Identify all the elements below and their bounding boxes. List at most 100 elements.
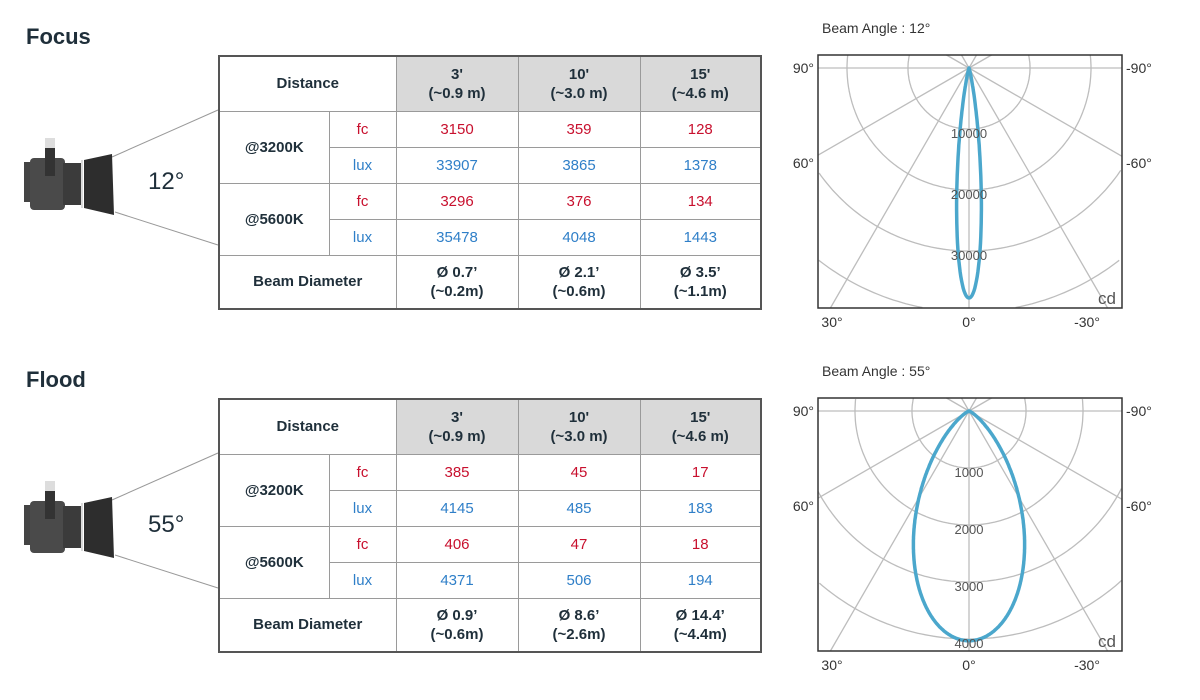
grid-radial <box>968 410 1123 500</box>
header-line: (~3.0 m) <box>550 427 608 445</box>
color-temp-label: @5600K <box>218 525 330 599</box>
angle-label: -30° <box>1074 657 1100 673</box>
fc-value: 3150 <box>395 110 519 148</box>
light-fixture-icon <box>24 109 219 246</box>
grid-radial <box>968 67 1123 157</box>
beam-diameter-ft: Ø 0.9’ <box>436 606 478 624</box>
beam-diameter-m: (~4.4m) <box>673 625 727 643</box>
fc-value: 128 <box>639 110 762 148</box>
grid-radial <box>968 397 992 412</box>
angle-label: 90° <box>793 60 814 76</box>
light-fixture-icon <box>24 452 219 589</box>
grid-ring <box>907 55 1031 130</box>
section-title: Flood <box>26 367 86 392</box>
chart-frame <box>817 397 1123 652</box>
unit-label: cd <box>1098 289 1116 308</box>
polar-chart-title: Beam Angle : 55° <box>822 363 931 379</box>
beam-line <box>114 211 219 246</box>
distance-column-header: 10' (~3.0 m) <box>517 398 641 455</box>
lux-value: 183 <box>639 489 762 527</box>
lux-value: 194 <box>639 561 762 599</box>
chart-frame <box>817 54 1123 309</box>
grid-ring <box>818 259 1120 309</box>
beam-diameter-ft: Ø 8.6’ <box>558 606 600 624</box>
beam-diameter-value: Ø 2.1’ (~0.6m) <box>517 254 641 310</box>
grid-radial <box>829 410 970 652</box>
polar-chart: 10000 20000 30000 cd 90° 60° 30° 0° -30° -60° -90° <box>793 54 1152 330</box>
beam-angle-label: 55° <box>148 511 185 538</box>
grid-radial <box>946 54 970 69</box>
fc-unit-label: fc <box>328 110 397 148</box>
polar-chart: 1000 2000 3000 4000 cd 90° 60° 30° 0° -30° -60° -90… <box>793 397 1152 673</box>
angle-label: 90° <box>793 403 814 419</box>
color-temp-label: @3200K <box>218 453 330 527</box>
header-line: 15' <box>690 65 711 83</box>
grid-ring <box>854 399 1084 526</box>
beam-diameter-row: Beam Diameter Ø 0.7’ (~0.2m) Ø 2.1’ (~0.6m) Ø… <box>218 254 762 310</box>
table-row: lux 33907 3865 1378 <box>219 146 762 184</box>
table-row: @3200K fc 385 45 17 <box>218 453 762 527</box>
fc-value: 3296 <box>395 182 519 220</box>
table-row: lux 35478 4048 1443 <box>219 218 762 256</box>
table-row: lux 4371 506 194 <box>219 561 762 599</box>
beam-diameter-value: Ø 0.7’ (~0.2m) <box>395 254 519 310</box>
lux-unit-label: lux <box>328 146 397 184</box>
header-line: (~3.0 m) <box>550 84 608 102</box>
distance-column-header: 15' (~4.6 m) <box>639 398 762 455</box>
angle-label: -60° <box>1126 498 1152 514</box>
table-row: lux 4145 485 183 <box>219 489 762 527</box>
lux-value: 485 <box>517 489 641 527</box>
angle-label: 0° <box>962 657 975 673</box>
header-row: Distance 3' (~0.9 m) 10' (~3.0 m) 15' (~4.6 m) <box>218 55 762 112</box>
angle-label: 60° <box>793 498 814 514</box>
beam-diameter-ft: Ø 3.5’ <box>679 263 721 281</box>
distance-column-header: 15' (~4.6 m) <box>639 55 762 112</box>
angle-label: -60° <box>1126 155 1152 171</box>
beam-diameter-row: Beam Diameter Ø 0.9’ (~0.6m) Ø 8.6’ (~2.6m) Ø… <box>218 597 762 653</box>
grid-radial <box>968 67 1109 309</box>
unit-label: cd <box>1098 632 1116 651</box>
lux-unit-label: lux <box>328 218 397 256</box>
header-line: (~4.6 m) <box>671 427 729 445</box>
fc-value: 385 <box>395 453 519 491</box>
ring-label: 1000 <box>955 465 984 480</box>
beam-diameter-value: Ø 8.6’ (~2.6m) <box>517 597 641 653</box>
angle-label: -90° <box>1126 60 1152 76</box>
grid-ring <box>817 488 1122 583</box>
beam-diameter-m: (~0.2m) <box>430 282 484 300</box>
beam-diameter-value: Ø 14.4’ (~4.4m) <box>639 597 762 653</box>
header-line: 10' <box>568 408 590 426</box>
fc-value: 376 <box>517 182 641 220</box>
beam-angle-label: 12° <box>148 168 185 195</box>
fc-unit-label: fc <box>328 453 397 491</box>
angle-label: 30° <box>821 314 842 330</box>
lux-unit-label: lux <box>328 489 397 527</box>
lux-value: 4371 <box>395 561 519 599</box>
distance-column-header: 10' (~3.0 m) <box>517 55 641 112</box>
table-row: @5600K fc 3296 376 134 <box>218 182 762 256</box>
color-temp-label: @3200K <box>218 110 330 184</box>
beam-diameter-ft: Ø 14.4’ <box>675 606 725 624</box>
table-row: @5600K fc 406 47 18 <box>218 525 762 599</box>
beam-diameter-label: Beam Diameter <box>218 597 397 653</box>
grid-radial <box>946 397 970 412</box>
grid-radial <box>960 54 970 69</box>
polar-chart-title: Beam Angle : 12° <box>822 20 931 36</box>
fc-value: 47 <box>517 525 641 563</box>
beam-diameter-m: (~1.1m) <box>673 282 727 300</box>
lux-value: 506 <box>517 561 641 599</box>
fc-value: 18 <box>639 525 762 563</box>
beam-line <box>111 452 219 501</box>
fc-value: 45 <box>517 453 641 491</box>
color-temp-label: @5600K <box>218 182 330 256</box>
angle-label: 0° <box>962 314 975 330</box>
fc-unit-label: fc <box>328 525 397 563</box>
beam-diameter-value: Ø 3.5’ (~1.1m) <box>639 254 762 310</box>
header-line: 10' <box>568 65 590 83</box>
ring-label: 4000 <box>955 636 984 651</box>
angle-label: 30° <box>821 657 842 673</box>
angle-label: 60° <box>793 155 814 171</box>
header-line: (~0.9 m) <box>428 427 486 445</box>
lux-value: 3865 <box>517 146 641 184</box>
lux-value: 4048 <box>517 218 641 256</box>
